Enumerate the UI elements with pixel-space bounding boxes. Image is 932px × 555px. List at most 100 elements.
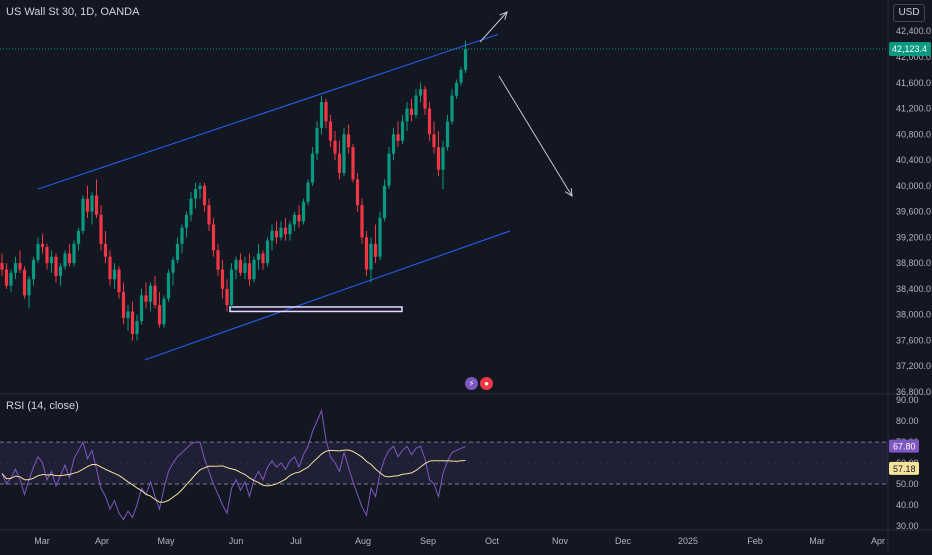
channel-upper-line xyxy=(37,33,499,190)
candle-body xyxy=(72,243,76,264)
last-price-tag xyxy=(889,42,931,57)
candle-body xyxy=(13,263,18,273)
projection-arrow-down-head xyxy=(565,187,573,197)
candle-body xyxy=(166,272,171,299)
candle-body xyxy=(31,259,36,280)
candle-body xyxy=(130,311,135,335)
candle-body xyxy=(328,121,333,141)
candle-body xyxy=(27,279,31,296)
price-tick-label: 42,400.0 xyxy=(896,26,931,36)
candle-body xyxy=(378,218,382,257)
candle-body xyxy=(117,269,121,293)
candle-body xyxy=(144,295,148,302)
candle-body xyxy=(0,263,4,270)
candle-body xyxy=(283,227,288,235)
rsi-tick-label: 50.00 xyxy=(896,479,919,489)
candle-body xyxy=(45,247,49,264)
candle-body xyxy=(459,69,463,83)
projection-arrow-up xyxy=(479,11,508,43)
candle-body xyxy=(315,127,319,154)
candle-body xyxy=(198,185,202,190)
candle-body xyxy=(76,230,81,244)
candle-body xyxy=(148,285,153,302)
lightning-icon[interactable]: ⚡ xyxy=(465,377,478,390)
candle-body xyxy=(292,214,297,225)
time-axis-label: Sep xyxy=(420,536,436,546)
candle-body xyxy=(247,263,252,280)
candle-body xyxy=(180,227,184,244)
candle-body xyxy=(36,243,40,260)
rsi-value-tag: 67.80 xyxy=(893,442,916,452)
time-axis-label: Apr xyxy=(871,536,885,546)
candle-body xyxy=(441,147,445,170)
candle-body xyxy=(238,259,243,273)
candle-body xyxy=(126,311,130,318)
time-axis-label: Feb xyxy=(747,536,763,546)
candle-body xyxy=(189,198,193,215)
candle-body xyxy=(400,121,405,141)
currency-button[interactable]: USD xyxy=(893,4,925,22)
earnings-icon[interactable]: ● xyxy=(480,377,493,390)
rsi-ma-line xyxy=(1,449,466,503)
candle-body xyxy=(360,205,364,238)
time-axis-label: Dec xyxy=(615,536,632,546)
candle-body xyxy=(40,243,45,248)
candle-body xyxy=(18,263,22,270)
projection-arrow-down xyxy=(498,75,573,197)
candle-body xyxy=(94,195,99,215)
candle-body xyxy=(445,121,450,148)
rsi-tick-label: 90.00 xyxy=(896,395,919,405)
rsi-line xyxy=(1,408,466,521)
price-tick-label: 39,200.0 xyxy=(896,232,931,242)
price-tick-label: 38,800.0 xyxy=(896,258,931,268)
candle-body xyxy=(256,253,261,260)
candle-body xyxy=(4,269,9,286)
candle-body xyxy=(184,214,189,228)
candle-body xyxy=(436,147,441,170)
event-icons: ⚡ ● xyxy=(465,377,493,390)
candle-body xyxy=(270,230,274,241)
candle-body xyxy=(121,292,126,318)
price-tick-label: 41,600.0 xyxy=(896,78,931,88)
last-price-text: 42,123.4 xyxy=(892,44,927,54)
symbol-title: US Wall St 30, 1D, OANDA xyxy=(6,6,140,18)
candle-body xyxy=(297,214,301,222)
rsi-band xyxy=(0,442,888,484)
time-axis-label: Nov xyxy=(552,536,569,546)
candle-body xyxy=(207,205,211,225)
candle-body xyxy=(301,201,306,222)
candle-body xyxy=(261,253,265,264)
candle-body xyxy=(175,243,180,260)
time-axis-label: Aug xyxy=(355,536,371,546)
candle-body xyxy=(211,224,216,251)
candle-body xyxy=(333,140,337,154)
candle-body xyxy=(243,263,247,273)
candle-body xyxy=(405,108,409,122)
time-axis-label: Apr xyxy=(95,536,109,546)
rsi-tick-label: 80.00 xyxy=(896,416,919,426)
price-tick-label: 41,200.0 xyxy=(896,104,931,114)
candle-body xyxy=(9,272,13,286)
price-tick-label: 38,400.0 xyxy=(896,284,931,294)
candle-body xyxy=(103,243,108,257)
candle-body xyxy=(423,89,427,109)
candle-body xyxy=(337,153,342,173)
price-tick-label: 40,400.0 xyxy=(896,155,931,165)
candle-body xyxy=(49,256,54,264)
candle-body xyxy=(450,95,454,122)
price-tick-label: 37,600.0 xyxy=(896,335,931,345)
support-zone xyxy=(229,306,403,313)
candle-body xyxy=(414,95,418,115)
rsi-value-tag-bg xyxy=(889,439,919,453)
candle-body xyxy=(90,195,94,212)
candle-body xyxy=(396,134,400,141)
channel-lower-line xyxy=(144,230,511,361)
candle-body xyxy=(99,214,103,244)
candle-body xyxy=(153,285,157,306)
candle-body xyxy=(58,266,63,277)
candle-body xyxy=(310,153,315,183)
candle-body xyxy=(171,259,175,273)
price-tick-label: 39,600.0 xyxy=(896,207,931,217)
